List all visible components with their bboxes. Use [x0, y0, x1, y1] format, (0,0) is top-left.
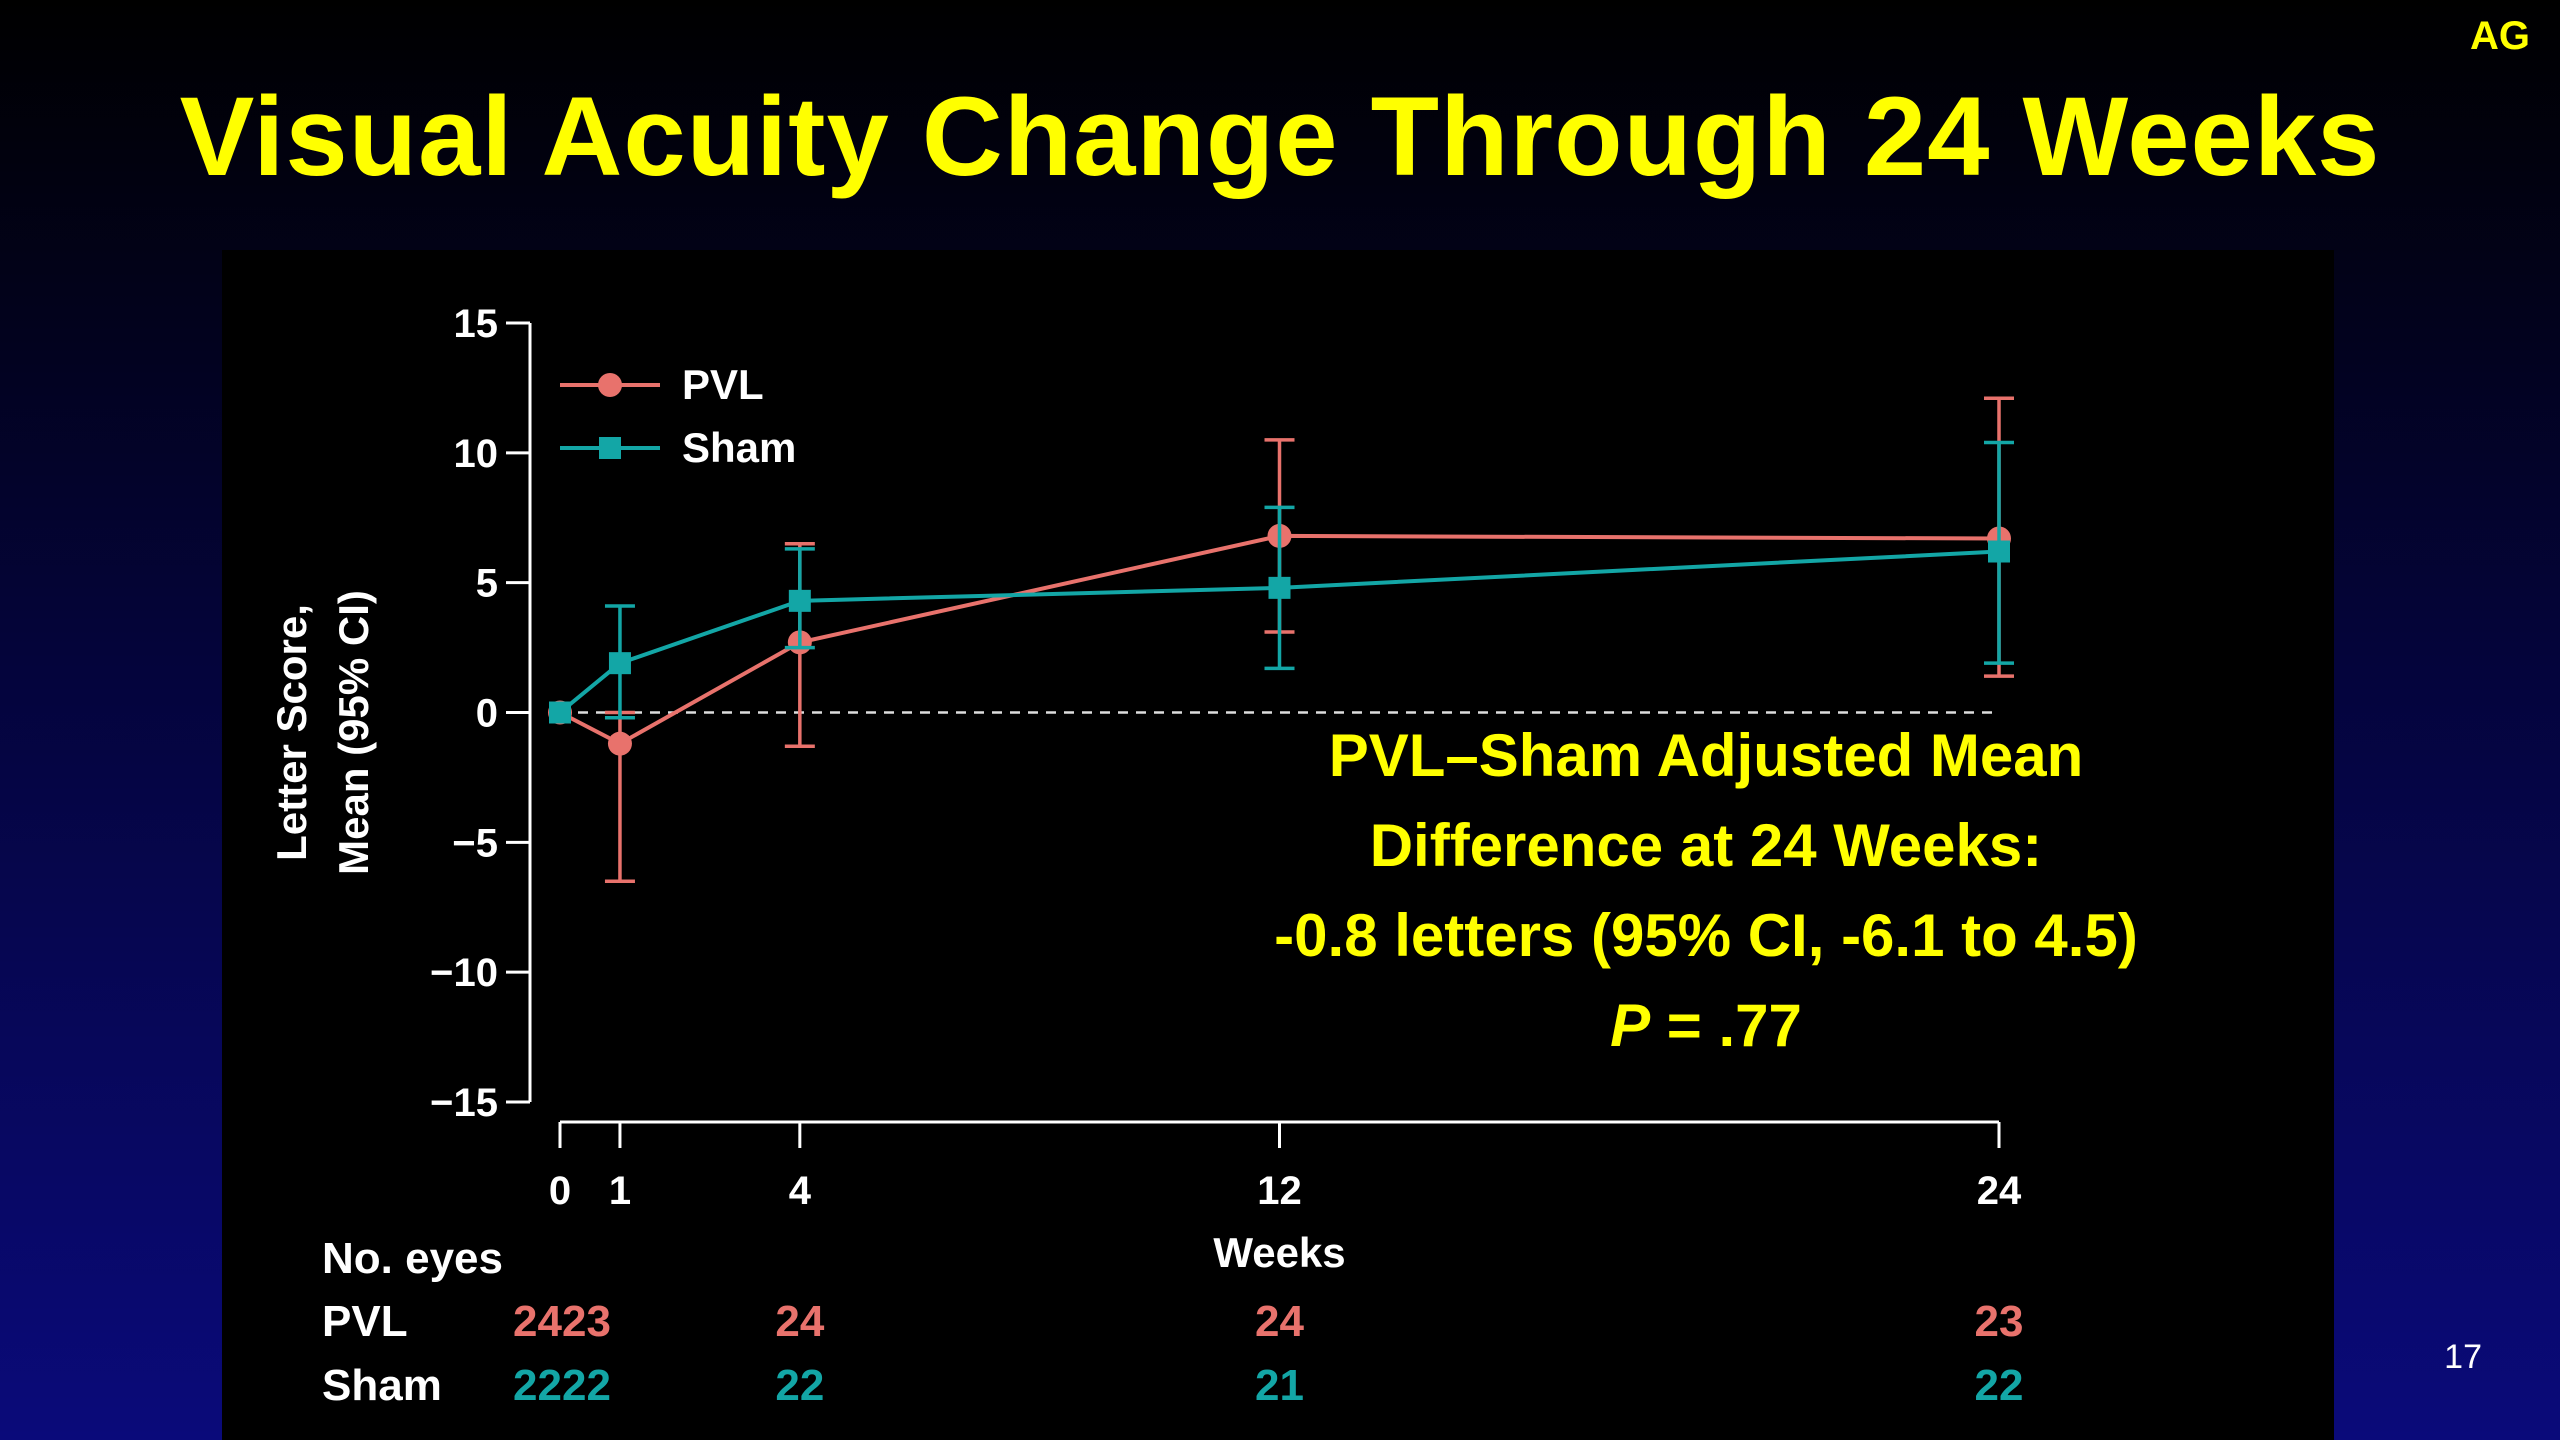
slide-title: Visual Acuity Change Through 24 Weeks: [179, 74, 2381, 199]
eyes-table-header: No. eyes: [322, 1234, 503, 1283]
y-axis-label-line2: Mean (95% CI): [330, 590, 377, 875]
x-tick-label: 0: [549, 1169, 571, 1213]
eyes-table-sham-count: 22: [775, 1361, 824, 1410]
y-tick-label: −10: [430, 951, 498, 995]
sham-point: [788, 589, 811, 612]
eyes-table-pvl-count: 23: [1975, 1297, 2024, 1346]
y-tick-label: 10: [454, 432, 499, 476]
eyes-table-sham-count: 22: [513, 1361, 562, 1410]
x-tick-label: 24: [1977, 1169, 2022, 1213]
y-tick-label: −5: [452, 821, 498, 865]
eyes-table-pvl-count: 24: [1255, 1297, 1304, 1346]
eyes-table-sham-count: 21: [1255, 1361, 1304, 1410]
annotation-line-1: PVL–Sham Adjusted Mean: [1329, 722, 2084, 789]
y-tick-label: 0: [476, 692, 498, 736]
legend-sham-marker: [599, 437, 621, 459]
y-tick-label: 5: [476, 562, 498, 606]
x-axis-label: Weeks: [1213, 1229, 1345, 1276]
annotation-line-3: -0.8 letters (95% CI, -6.1 to 4.5): [1274, 902, 2138, 969]
annotation-p-value: P = .77: [1610, 992, 1802, 1059]
sham-point: [549, 701, 571, 724]
eyes-table-pvl-count: 23: [562, 1297, 611, 1346]
annotation-p-number: = .77: [1650, 992, 1802, 1059]
corner-tag: AG: [2470, 14, 2530, 58]
eyes-table-pvl-count: 24: [775, 1297, 824, 1346]
x-tick-label: 12: [1257, 1169, 1302, 1213]
legend-pvl-label: PVL: [682, 361, 764, 408]
page-number: 17: [2444, 1338, 2482, 1376]
sham-point: [608, 652, 631, 675]
eyes-table-sham-label: Sham: [322, 1361, 442, 1410]
y-axis-label-line1: Letter Score,: [268, 604, 315, 861]
pvl-point: [607, 731, 632, 756]
legend-sham-label: Sham: [682, 424, 796, 471]
x-tick-label: 4: [789, 1169, 812, 1213]
y-tick-label: 15: [454, 302, 499, 346]
eyes-table-pvl-count: 24: [513, 1297, 562, 1346]
y-tick-label: −15: [430, 1081, 498, 1125]
x-tick-label: 1: [609, 1169, 631, 1213]
sham-point: [1268, 576, 1291, 599]
sham-point: [1988, 540, 2010, 563]
legend-pvl-marker: [598, 373, 622, 397]
eyes-table-sham-count: 22: [1975, 1361, 2024, 1410]
eyes-table-pvl-label: PVL: [322, 1297, 408, 1346]
eyes-table-sham-count: 22: [562, 1361, 611, 1410]
annotation-line-2: Difference at 24 Weeks:: [1370, 812, 2043, 879]
chart-panel: 15 10 5 0 −5 −10 −15 Letter Score, Mean (95% CI)…: [222, 250, 2334, 1440]
annotation-p-symbol: P: [1610, 992, 1651, 1059]
